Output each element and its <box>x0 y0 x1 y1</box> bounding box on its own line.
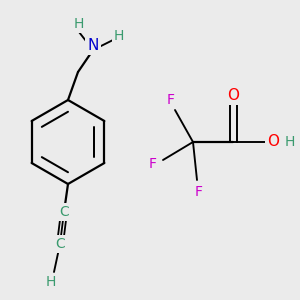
Text: F: F <box>167 93 175 107</box>
Text: C: C <box>55 237 65 251</box>
Text: F: F <box>195 185 203 199</box>
Text: H: H <box>74 17 84 31</box>
Text: N: N <box>87 38 99 53</box>
Text: O: O <box>267 134 279 149</box>
Text: H: H <box>285 135 295 149</box>
Text: F: F <box>149 157 157 171</box>
Text: H: H <box>46 275 56 289</box>
Text: C: C <box>59 205 69 219</box>
Text: H: H <box>114 29 124 43</box>
Text: O: O <box>227 88 239 104</box>
